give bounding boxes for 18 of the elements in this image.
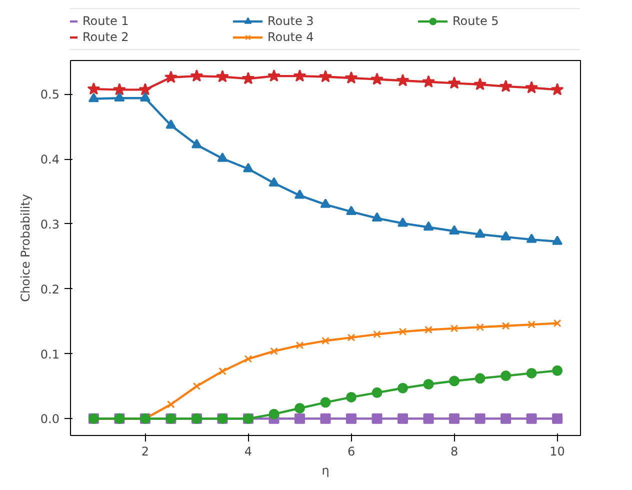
- legend-label: Route 3: [268, 13, 315, 29]
- legend-label: Route 4: [268, 29, 315, 45]
- y-axis-title: Choice Probability: [18, 194, 32, 302]
- legend-label: Route 1: [82, 13, 130, 29]
- x-tick-label: 10: [550, 444, 565, 458]
- x-tick-label: 2: [141, 444, 150, 458]
- y-tick-label: 0.4: [40, 152, 60, 167]
- x-tick-label: 6: [347, 444, 356, 458]
- x-tick-label: 8: [450, 444, 458, 458]
- y-tick-label: 0.3: [40, 217, 60, 232]
- y-tick-label: 0.5: [40, 88, 60, 102]
- y-tick-label: 0.1: [40, 347, 60, 362]
- y-tick-label: 0.2: [40, 282, 60, 296]
- legend-label: Route 5: [452, 13, 500, 29]
- legend-label: Route 2: [82, 29, 130, 45]
- y-tick-label: 0.0: [40, 412, 60, 426]
- x-tick-label: 4: [244, 444, 252, 458]
- x-axis-title: η: [322, 464, 330, 478]
